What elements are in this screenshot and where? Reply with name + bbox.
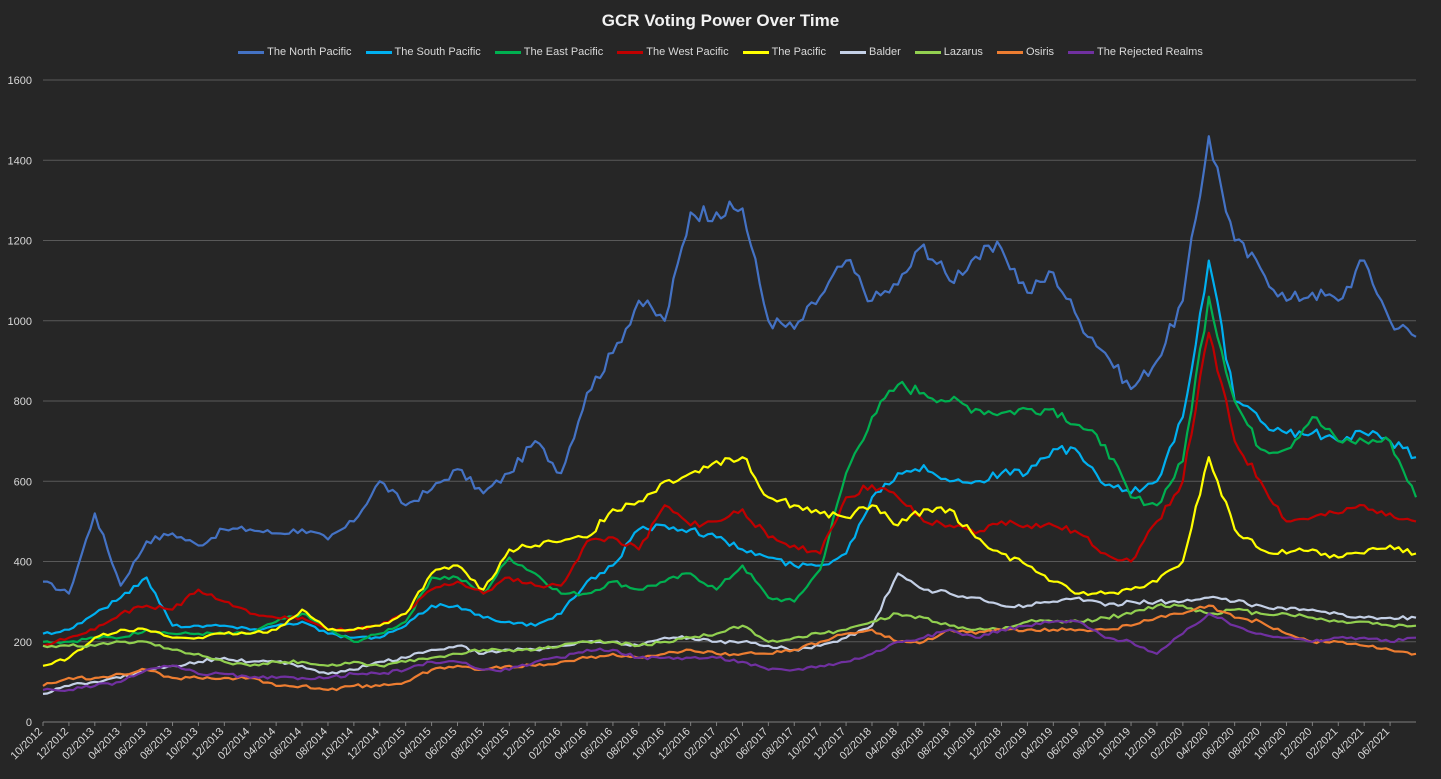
legend-label: Balder — [869, 46, 901, 58]
legend-item: The West Pacific — [617, 46, 729, 58]
series-line — [42, 295, 1418, 645]
series-line — [43, 135, 1417, 595]
series-line — [42, 612, 1417, 693]
chart-title: GCR Voting Power Over Time — [601, 11, 840, 30]
legend-swatch — [494, 50, 521, 54]
y-tick-label: 1400 — [8, 155, 32, 167]
y-tick-label: 1600 — [8, 75, 32, 87]
series-line — [42, 259, 1417, 640]
legend-swatch — [1068, 50, 1095, 54]
legend-label: The South Pacific — [394, 46, 481, 58]
y-tick-label: 200 — [14, 637, 32, 649]
legend-swatch — [617, 50, 644, 54]
legend-swatch — [742, 50, 769, 54]
y-tick-label: 800 — [14, 396, 32, 408]
series-line — [42, 604, 1417, 692]
legend-swatch — [914, 50, 941, 54]
series-line — [42, 603, 1417, 668]
legend-item: Balder — [840, 46, 901, 58]
y-tick-label: 600 — [14, 476, 32, 488]
y-tick-label: 0 — [26, 717, 32, 729]
legend-swatch — [996, 50, 1023, 54]
legend-swatch — [238, 50, 265, 54]
legend-label: The North Pacific — [267, 46, 352, 58]
legend-item: Lazarus — [914, 46, 983, 58]
legend-item: The East Pacific — [494, 46, 604, 58]
legend-label: Osiris — [1025, 46, 1055, 58]
legend-item: The North Pacific — [238, 46, 352, 58]
legend-label: The Rejected Realms — [1097, 46, 1203, 58]
legend-label: The East Pacific — [523, 46, 604, 58]
legend-label: The West Pacific — [646, 46, 729, 58]
series-line — [42, 456, 1417, 667]
legend-item: The South Pacific — [365, 46, 481, 58]
legend-swatch — [365, 50, 392, 54]
legend-label: Lazarus — [943, 46, 983, 58]
legend-item: The Rejected Realms — [1068, 46, 1203, 58]
y-tick-label: 1200 — [8, 236, 32, 248]
y-tick-label: 1000 — [8, 316, 32, 328]
series-line — [42, 331, 1417, 647]
legend-label: The Pacific — [771, 46, 826, 58]
legend-item: The Pacific — [742, 46, 826, 58]
chart-legend: The North Pacific The South Pacific The Ea… — [0, 46, 1441, 58]
legend-swatch — [840, 50, 866, 54]
y-tick-label: 400 — [14, 557, 32, 569]
legend-item: Osiris — [996, 46, 1055, 58]
